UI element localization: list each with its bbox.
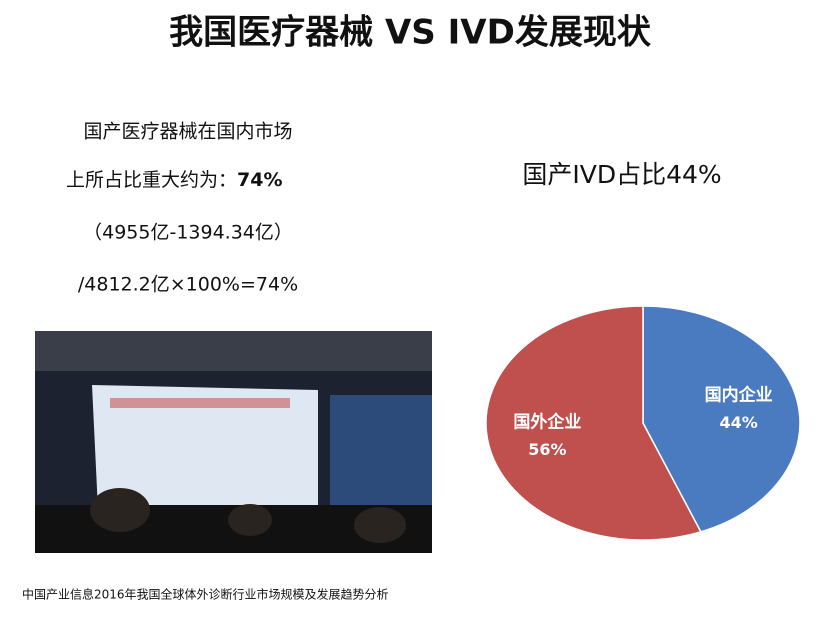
text-line: 上所占比重大约为：74% bbox=[66, 169, 283, 191]
text-line: （4955亿-1394.34亿） bbox=[83, 222, 293, 244]
text-line: /4812.2亿×100%=74% bbox=[78, 274, 298, 296]
photo bbox=[35, 331, 432, 553]
side-banner bbox=[330, 395, 432, 525]
pie-slice bbox=[642, 305, 801, 533]
screen-heading bbox=[110, 398, 290, 408]
text-line: 国产医疗器械在国内市场 bbox=[83, 121, 292, 143]
ceiling bbox=[35, 331, 432, 371]
text-bold: 74% bbox=[237, 169, 282, 191]
head bbox=[228, 504, 272, 536]
slice-label: 国外企业 bbox=[513, 412, 581, 433]
screen bbox=[92, 385, 318, 510]
right-heading: 国产IVD占比44% bbox=[522, 160, 721, 189]
head bbox=[354, 507, 406, 543]
head bbox=[90, 488, 150, 532]
source-note: 中国产业信息2016年我国全球体外诊断行业市场规模及发展趋势分析 bbox=[22, 587, 389, 602]
slice-label: 国内企业 bbox=[705, 384, 773, 405]
slide-title: 我国医疗器械 VS IVD发展现状 bbox=[169, 13, 652, 53]
value-label: 56% bbox=[528, 440, 566, 459]
pie-slice bbox=[485, 305, 702, 541]
value-label: 44% bbox=[719, 413, 757, 432]
text-span: 上所占比重大约为： bbox=[66, 169, 237, 191]
